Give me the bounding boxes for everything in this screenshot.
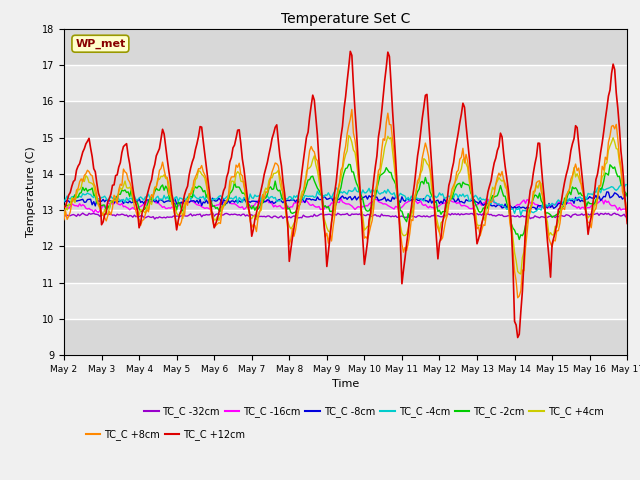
Bar [64, 138, 627, 174]
Bar [64, 246, 627, 283]
Legend: TC_C +8cm, TC_C +12cm: TC_C +8cm, TC_C +12cm [82, 425, 249, 444]
Bar [64, 174, 627, 210]
Title: Temperature Set C: Temperature Set C [281, 12, 410, 26]
Bar [64, 319, 627, 355]
Bar [64, 210, 627, 246]
Bar [64, 101, 627, 138]
Text: WP_met: WP_met [76, 38, 125, 49]
Bar [64, 283, 627, 319]
X-axis label: Time: Time [332, 380, 359, 389]
Y-axis label: Temperature (C): Temperature (C) [26, 146, 36, 238]
Bar [64, 29, 627, 65]
Bar [64, 65, 627, 101]
